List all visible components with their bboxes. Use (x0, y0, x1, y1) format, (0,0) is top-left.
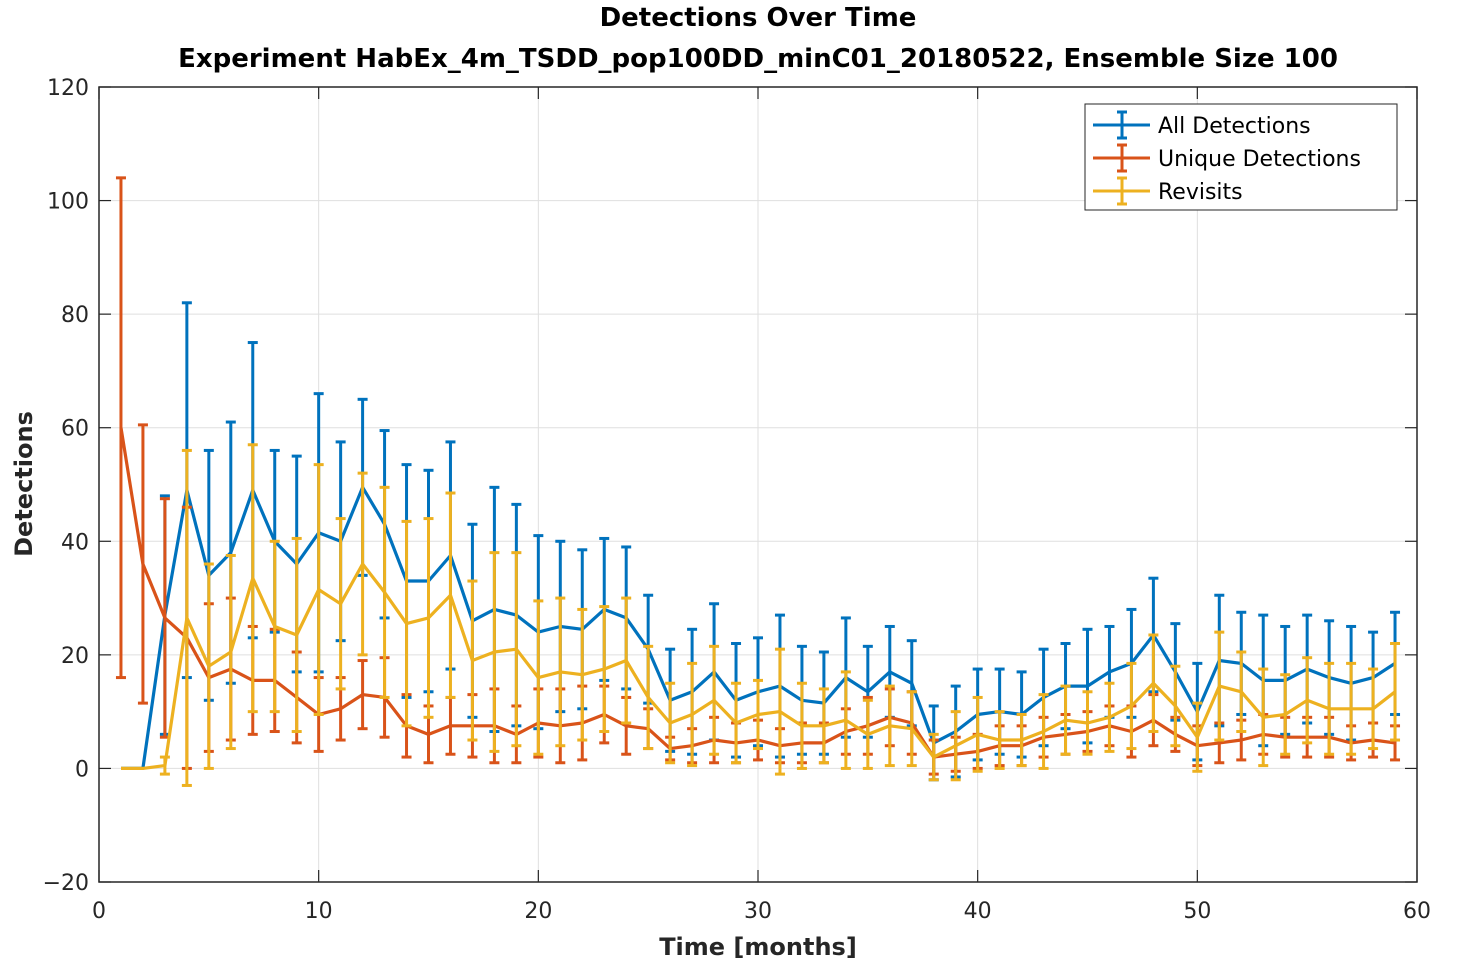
x-tick-label: 20 (524, 899, 552, 924)
legend-label-revisits: Revisits (1158, 180, 1243, 205)
chart-subtitle: Experiment HabEx_4m_TSDD_pop100DD_minC01… (178, 44, 1338, 74)
y-axis-label: Detections (10, 411, 38, 557)
legend-swatches (1093, 110, 1150, 206)
legend: All Detections Unique Detections Revisit… (1084, 103, 1398, 211)
y-tick-label: 100 (47, 190, 89, 215)
x-tick-label: 50 (1183, 899, 1211, 924)
x-tick-label: 0 (92, 899, 106, 924)
legend-label-unique-detections: Unique Detections (1158, 147, 1361, 172)
x-tick-label: 40 (964, 899, 992, 924)
y-tick-label: 80 (61, 303, 89, 328)
y-tick-label: 40 (61, 530, 89, 555)
x-tick-label: 30 (744, 899, 772, 924)
y-tick-label: 0 (75, 757, 89, 782)
y-tick-label: 120 (47, 76, 89, 101)
x-tick-label: 60 (1403, 899, 1431, 924)
x-axis-label: Time [months] (659, 933, 857, 961)
y-tick-label: 60 (61, 417, 89, 442)
legend-label-all-detections: All Detections (1158, 114, 1311, 139)
y-tick-label: 20 (61, 644, 89, 669)
chart-title: Detections Over Time (600, 3, 917, 33)
y-tick-label: −20 (43, 871, 89, 896)
series-line (121, 562, 1396, 771)
series-2 (121, 443, 1401, 787)
x-tick-label: 10 (305, 899, 333, 924)
series-layer (115, 176, 1401, 787)
